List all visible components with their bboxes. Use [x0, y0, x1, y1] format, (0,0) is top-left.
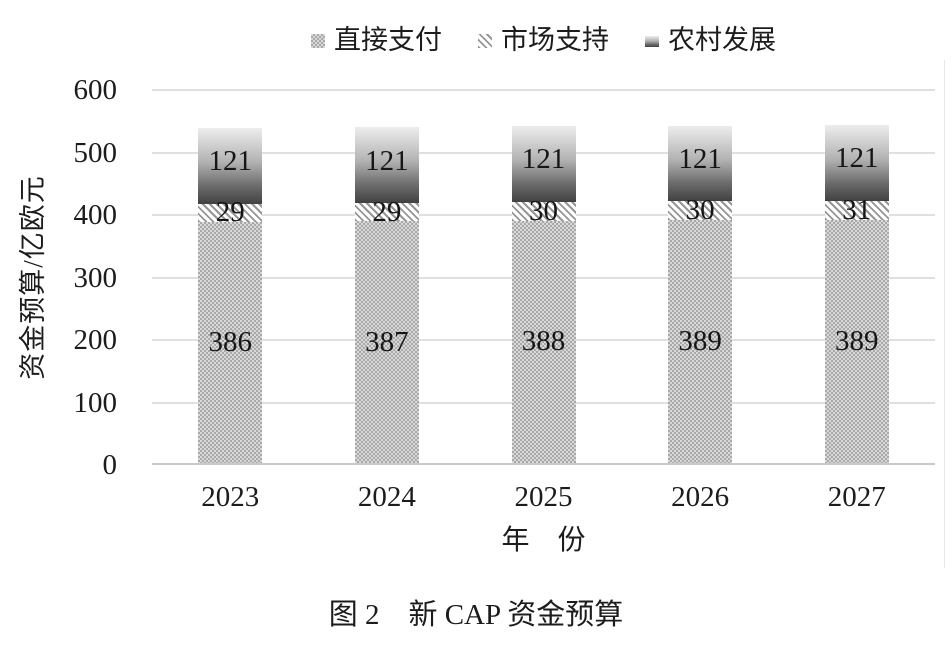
legend-item-rural-development: 农村发展 [645, 27, 776, 54]
y-tick-label: 0 [102, 449, 118, 481]
plot-area: 386 29 121 387 29 121 388 30 121 389 30 121 389 31 121 [152, 88, 935, 465]
bar-segment-direct-payments: 387 [354, 221, 419, 463]
bar-value-label: 121 [521, 143, 566, 176]
figure-caption: 图 2 新 CAP 资金预算 [328, 599, 624, 631]
y-tick-label: 400 [73, 199, 118, 231]
y-tick-label: 500 [73, 136, 118, 169]
y-tick-label: 600 [73, 74, 118, 106]
column-rule-line [944, 60, 945, 568]
x-tick-label: 2026 [671, 481, 730, 513]
y-tick-label: 100 [73, 386, 118, 419]
bar-value-label: 31 [842, 193, 872, 226]
bar-2024: 387 29 121 [354, 88, 419, 463]
legend-item-direct-payments: 直接支付 [311, 27, 442, 54]
bar-segment-rural-development: 121 [511, 126, 576, 202]
legend-item-label: 市场支持 [501, 25, 609, 55]
bar-2026: 389 30 121 [668, 88, 733, 463]
legend-item-market-support: 市场支持 [478, 27, 609, 54]
bar-value-label: 389 [834, 324, 879, 357]
legend-item-label: 农村发展 [668, 25, 776, 55]
x-tick-label: 2023 [201, 481, 260, 513]
x-tick-label: 2024 [357, 481, 416, 513]
bar-segment-direct-payments: 386 [198, 221, 263, 463]
bar-segment-market-support: 29 [198, 198, 263, 227]
gridline [152, 89, 935, 91]
bar-value-label: 121 [834, 142, 879, 175]
bar-segment-market-support: 29 [354, 197, 419, 226]
bar-segment-rural-development: 121 [668, 125, 733, 202]
bar-segment-rural-development: 121 [198, 128, 263, 204]
legend: 直接支付 市场支持 农村发展 [152, 27, 935, 54]
bar-segment-direct-payments: 388 [511, 220, 576, 463]
bar-2027: 389 31 121 [824, 88, 889, 463]
bar-segment-rural-development: 121 [824, 124, 889, 201]
bar-value-label: 121 [365, 144, 409, 177]
gradient-swatch-icon [645, 36, 659, 47]
bar-2025: 388 30 121 [511, 88, 576, 463]
bar-segment-market-support: 30 [511, 196, 576, 225]
x-axis-title: 年 份 [501, 525, 586, 556]
bar-value-label: 121 [678, 142, 722, 175]
legend-item-label: 直接支付 [334, 25, 442, 55]
bar-value-label: 121 [208, 145, 253, 178]
bar-value-label: 387 [365, 325, 409, 358]
bar-value-label: 389 [678, 324, 722, 357]
x-tick-label: 2025 [514, 481, 573, 513]
bar-value-label: 29 [372, 195, 402, 228]
x-tick-label: 2027 [827, 481, 886, 513]
stripes-swatch-icon [478, 33, 492, 48]
y-tick-label: 200 [73, 324, 118, 356]
bar-segment-direct-payments: 389 [824, 219, 889, 463]
checker-swatch-icon [311, 33, 325, 48]
y-tick-label: 300 [73, 261, 118, 294]
bar-value-label: 30 [529, 194, 558, 227]
bar-segment-direct-payments: 389 [668, 219, 733, 463]
bar-value-label: 29 [215, 196, 245, 229]
bar-segment-market-support: 31 [824, 195, 889, 224]
bar-segment-market-support: 30 [668, 196, 733, 225]
bar-2023: 386 29 121 [198, 88, 263, 463]
bar-value-label: 30 [685, 194, 715, 226]
bar-value-label: 386 [208, 325, 253, 358]
bar-value-label: 388 [521, 325, 566, 358]
bar-segment-rural-development: 121 [354, 127, 419, 203]
